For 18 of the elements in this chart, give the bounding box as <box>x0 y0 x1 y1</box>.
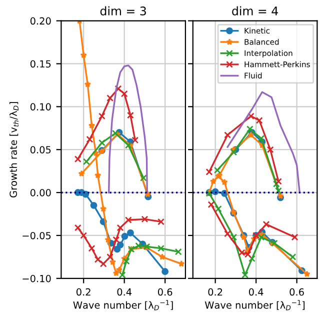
x-tick-label: 0.4 <box>117 288 132 296</box>
x-tick-label: 0.6 <box>290 288 304 296</box>
x-axis-title: Wave number [λ$_{D}$$^{−1}$] <box>204 300 305 310</box>
y-tick-label: −0.05 <box>22 232 51 240</box>
x-tick-label: 0.2 <box>208 288 222 296</box>
y-tick-label: 0.00 <box>30 189 51 196</box>
y-tick-label: 0.15 <box>30 60 51 68</box>
y-tick-label: 0.10 <box>30 103 51 110</box>
x-tick-label: 0.4 <box>248 288 264 296</box>
y-tick-label: −0.10 <box>22 274 51 282</box>
x-tick-label: 0.6 <box>158 288 172 296</box>
chart-title: dim = 4 <box>232 6 278 16</box>
x-tick-label: 0.2 <box>76 288 90 296</box>
y-axis-title: Growth rate [v$_{th}$/λ$_{D}$] <box>9 102 18 198</box>
y-tick-label: 0.05 <box>30 146 51 154</box>
chart-title: dim = 3 <box>100 6 146 16</box>
x-axis-title: Wave number [λ$_{D}$$^{−1}$] <box>73 300 173 310</box>
y-tick-label: 0.20 <box>30 17 51 25</box>
